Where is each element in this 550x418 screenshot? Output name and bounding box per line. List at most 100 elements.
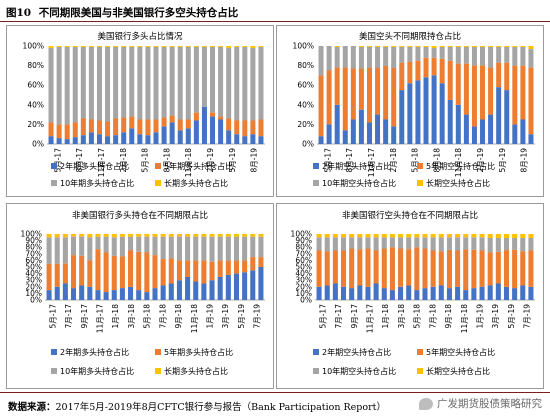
bar-segment [177, 46, 183, 120]
bar-segment [201, 234, 207, 237]
bar-segment [62, 263, 68, 284]
bar-segment [430, 234, 436, 238]
y-tick-label: 20% [25, 282, 42, 291]
bar-segment [358, 109, 364, 144]
bar-segment [391, 46, 397, 68]
bar-segment [487, 252, 493, 286]
bar-segment [168, 258, 174, 284]
y-tick-label: 0% [30, 296, 42, 305]
bar-segment [488, 46, 494, 47]
bar-segment [528, 234, 534, 238]
bar-segment [226, 47, 232, 119]
bar-segment [381, 234, 387, 238]
legend-label: 10年期多头持仓占比 [60, 366, 134, 376]
bar-segment [209, 280, 215, 300]
legend-label: 2年期多头持仓占比 [60, 161, 129, 171]
bar-segment [334, 46, 340, 47]
bar-segment [225, 260, 231, 275]
bar-segment [168, 234, 174, 237]
bar-segment [88, 46, 94, 47]
x-tick-label: 9月-18 [444, 304, 453, 329]
bar-segment [144, 252, 150, 293]
legend-label: 长期多头持仓占比 [164, 178, 228, 188]
x-tick-label: 2月-18 [119, 148, 128, 173]
bar-segment [128, 236, 134, 251]
bar-segment [129, 128, 135, 144]
bar-segment [398, 237, 404, 249]
y-tick-label: 50% [295, 263, 312, 272]
bar-segment [439, 58, 445, 84]
x-tick-label: 8月-17 [345, 148, 354, 173]
bar-segment [176, 260, 182, 281]
bar-segment [487, 285, 493, 300]
bar-segment [225, 234, 231, 237]
bar-segment [423, 46, 429, 58]
bar-segment [54, 234, 60, 238]
bar-segment [137, 119, 143, 135]
bar-segment [455, 46, 461, 47]
bar-segment [455, 46, 461, 64]
bar-segment [210, 46, 216, 113]
bar-segment [504, 46, 510, 47]
bar-segment [160, 259, 166, 286]
y-tick-label: 30% [25, 276, 42, 285]
bar-segment [72, 46, 78, 47]
bar-segment [366, 46, 372, 68]
bar-segment [431, 75, 437, 144]
bar-segment [119, 256, 125, 289]
bar-segment [201, 260, 207, 284]
bar-segment [365, 248, 371, 287]
bar-segment [479, 286, 485, 300]
bar-segment [185, 276, 191, 300]
bar-segment [111, 234, 117, 238]
bar-segment [406, 249, 412, 286]
bar-segment [398, 234, 404, 238]
bar-segment [340, 286, 347, 300]
bar-segment [119, 288, 125, 300]
bar-segment [340, 234, 347, 238]
bar-segment [233, 273, 240, 300]
bar-segment [399, 46, 405, 47]
bar-segment [349, 237, 355, 249]
x-tick-label: 5月-18 [411, 148, 420, 173]
wechat-icon [419, 397, 433, 410]
bar-segment [340, 250, 347, 287]
bar-segment [373, 237, 379, 251]
bar-segment [72, 137, 78, 144]
bar-segment [365, 234, 371, 238]
y-tick-label: 0% [300, 296, 312, 305]
bar-segment [169, 115, 175, 123]
bar-segment [160, 285, 166, 300]
bar-segment [152, 255, 158, 289]
bar-segment [349, 234, 355, 238]
y-tick-label: 70% [25, 249, 42, 258]
bar-segment [520, 251, 526, 286]
bar-segment [136, 290, 142, 300]
bar-segment [128, 234, 134, 237]
x-tick-label: 3月-18 [397, 304, 406, 329]
bar-segment [210, 112, 216, 117]
bar-segment [389, 237, 395, 248]
bar-segment [471, 46, 477, 66]
chart-title: 非美国银行空头持仓在不同期限占比 [342, 210, 478, 221]
y-tick-label: 60% [27, 81, 44, 90]
bar-segment [193, 46, 199, 113]
bar-segment [439, 83, 445, 144]
bar-segment [226, 118, 232, 131]
y-tick-label: 40% [25, 269, 42, 278]
x-tick-label: 11月-17 [366, 304, 375, 334]
bar-segment [463, 249, 469, 291]
bar-segment [480, 46, 486, 47]
bar-segment [250, 270, 256, 300]
watermark: 广发期货股债策略研究 [419, 396, 542, 411]
bar-segment [528, 250, 534, 287]
bar-segment [79, 234, 85, 237]
bar-segment [62, 234, 68, 238]
bar-segment [234, 46, 240, 121]
x-tick-label: 8月-18 [432, 148, 441, 173]
bar-segment [503, 286, 510, 300]
bar-segment [318, 75, 324, 137]
bar-segment [318, 46, 324, 76]
bar-segment [407, 46, 413, 62]
bar-segment [242, 236, 248, 261]
